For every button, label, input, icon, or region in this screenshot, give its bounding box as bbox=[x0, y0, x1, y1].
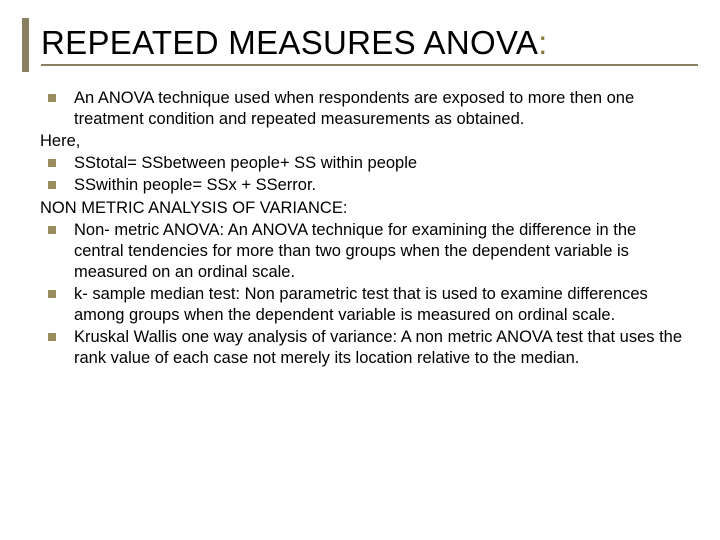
bullet-icon bbox=[48, 94, 56, 102]
list-item-text: SStotal= SSbetween people+ SS within peo… bbox=[74, 153, 688, 174]
title-colon: : bbox=[538, 24, 547, 61]
list-item: Kruskal Wallis one way analysis of varia… bbox=[40, 327, 688, 369]
bullet-icon bbox=[48, 181, 56, 189]
title-underline: REPEATED MEASURES ANOVA: bbox=[41, 24, 698, 66]
plain-text-line: NON METRIC ANALYSIS OF VARIANCE: bbox=[40, 198, 688, 219]
bullet-icon bbox=[48, 333, 56, 341]
plain-text-line: Here, bbox=[40, 131, 688, 152]
slide-title: REPEATED MEASURES ANOVA: bbox=[41, 24, 698, 62]
bullet-icon bbox=[48, 226, 56, 234]
list-item-text: Non- metric ANOVA: An ANOVA technique fo… bbox=[74, 220, 688, 283]
list-item-text: k- sample median test: Non parametric te… bbox=[74, 284, 688, 326]
list-item-text: Kruskal Wallis one way analysis of varia… bbox=[74, 327, 688, 369]
list-item: Non- metric ANOVA: An ANOVA technique fo… bbox=[40, 220, 688, 283]
slide: REPEATED MEASURES ANOVA: An ANOVA techni… bbox=[0, 0, 720, 540]
list-item-text: SSwithin people= SSx + SSerror. bbox=[74, 175, 688, 196]
bullet-icon bbox=[48, 159, 56, 167]
list-item: SStotal= SSbetween people+ SS within peo… bbox=[40, 153, 688, 174]
list-item-text: An ANOVA technique used when respondents… bbox=[74, 88, 688, 130]
title-accent-border: REPEATED MEASURES ANOVA: bbox=[22, 18, 698, 72]
list-item: SSwithin people= SSx + SSerror. bbox=[40, 175, 688, 196]
slide-content: An ANOVA technique used when respondents… bbox=[22, 88, 698, 369]
list-item: k- sample median test: Non parametric te… bbox=[40, 284, 688, 326]
bullet-icon bbox=[48, 290, 56, 298]
title-text: REPEATED MEASURES ANOVA bbox=[41, 24, 538, 61]
list-item: An ANOVA technique used when respondents… bbox=[40, 88, 688, 130]
